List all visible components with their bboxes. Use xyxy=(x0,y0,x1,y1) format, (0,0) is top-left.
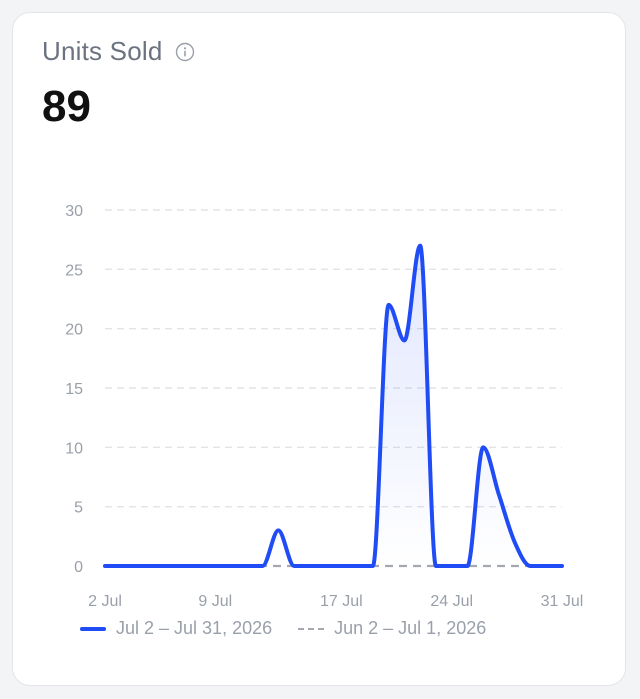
y-tick-label: 30 xyxy=(65,203,83,220)
units-sold-value: 89 xyxy=(42,82,91,131)
legend-label-previous: Jun 2 – Jul 1, 2026 xyxy=(334,618,487,638)
series-line-current xyxy=(103,243,564,569)
legend-label-current: Jul 2 – Jul 31, 2026 xyxy=(116,618,273,638)
x-tick-label: 17 Jul xyxy=(320,593,363,610)
y-tick-label: 5 xyxy=(74,500,83,517)
x-tick-label: 24 Jul xyxy=(430,593,473,610)
card-header: Units Sold xyxy=(42,36,195,67)
x-tick-label: 31 Jul xyxy=(541,593,584,610)
info-icon[interactable] xyxy=(175,42,195,62)
x-tick-label: 9 Jul xyxy=(198,593,232,610)
y-tick-label: 0 xyxy=(74,559,83,576)
y-tick-label: 20 xyxy=(65,322,83,339)
y-tick-label: 15 xyxy=(65,381,83,398)
y-tick-label: 10 xyxy=(65,440,83,457)
units-sold-card xyxy=(12,12,626,686)
card-title: Units Sold xyxy=(42,36,163,66)
legend-swatch-previous xyxy=(298,627,325,630)
legend-item-previous[interactable]: Jun 2 – Jul 1, 2026 xyxy=(298,618,486,639)
chart-legend: Jul 2 – Jul 31, 2026 Jun 2 – Jul 1, 2026 xyxy=(80,618,512,639)
legend-swatch-current xyxy=(80,626,106,631)
x-tick-label: 2 Jul xyxy=(88,593,122,610)
series-area-current xyxy=(105,245,562,566)
legend-item-current[interactable]: Jul 2 – Jul 31, 2026 xyxy=(80,618,272,639)
y-tick-label: 25 xyxy=(65,262,83,279)
